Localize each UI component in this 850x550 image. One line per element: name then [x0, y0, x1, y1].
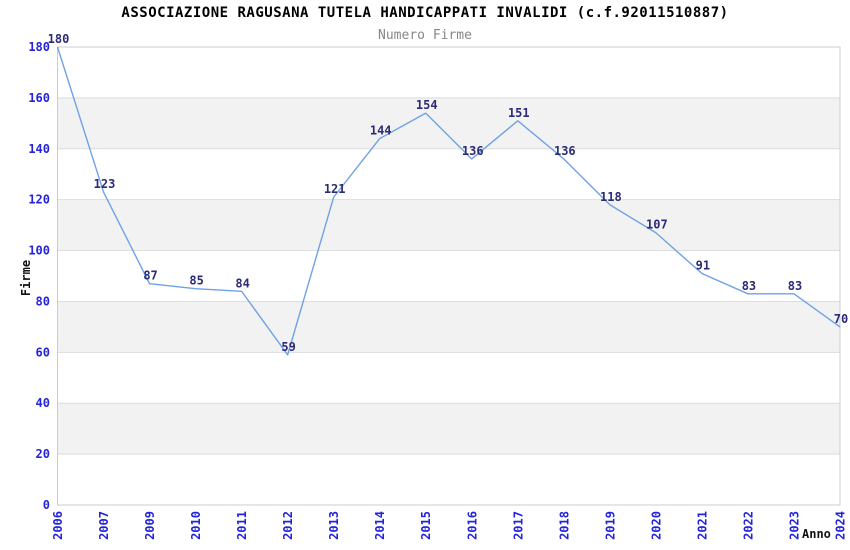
x-tick-label: 2019 [603, 511, 617, 540]
y-tick-label: 140 [28, 142, 50, 156]
x-tick-label: 2015 [419, 511, 433, 540]
x-tick-label: 2021 [695, 511, 709, 540]
data-point-label: 91 [696, 258, 710, 272]
y-axis-title: Firme [19, 259, 33, 297]
data-point-label: 83 [742, 279, 756, 293]
data-point-label: 121 [324, 182, 346, 196]
data-point-label: 70 [834, 312, 848, 326]
x-axis-title: Anno [802, 527, 831, 541]
x-tick-label: 2007 [97, 511, 111, 540]
x-tick-label: 2014 [373, 511, 387, 540]
x-tick-label: 2022 [741, 511, 755, 540]
data-point-label: 107 [646, 218, 668, 232]
x-tick-label: 2010 [189, 511, 203, 540]
y-tick-label: 20 [36, 447, 50, 461]
y-tick-label: 180 [28, 40, 50, 54]
x-tick-label: 2006 [51, 511, 65, 540]
y-tick-label: 120 [28, 193, 50, 207]
grid-band [57, 301, 840, 353]
data-point-label: 59 [281, 340, 295, 354]
data-point-label: 87 [143, 269, 157, 283]
x-tick-label: 2016 [465, 511, 479, 540]
x-tick-label: 2023 [787, 511, 801, 540]
y-tick-label: 0 [43, 498, 50, 512]
chart-subtitle: Numero Firme [378, 28, 472, 43]
y-tick-label: 100 [28, 244, 50, 258]
data-point-label: 136 [462, 144, 484, 158]
data-point-label: 85 [189, 274, 203, 288]
grid-band [57, 97, 840, 149]
data-point-label: 154 [416, 98, 438, 112]
y-tick-label: 60 [36, 345, 50, 359]
grid-band [57, 403, 840, 455]
y-tick-label: 160 [28, 91, 50, 105]
x-tick-label: 2011 [235, 511, 249, 540]
plot-border [57, 46, 841, 506]
x-tick-label: 2020 [649, 511, 663, 540]
x-tick-label: 2009 [143, 511, 157, 540]
data-point-label: 151 [508, 106, 530, 120]
x-tick-label: 2013 [327, 511, 341, 540]
grid-band [57, 199, 840, 251]
x-tick-label: 2024 [834, 511, 848, 540]
data-point-label: 83 [788, 279, 802, 293]
x-tick-label: 2017 [511, 511, 525, 540]
chart-title: ASSOCIAZIONE RAGUSANA TUTELA HANDICAPPAT… [121, 5, 729, 21]
data-point-label: 136 [554, 144, 576, 158]
data-line [56, 46, 841, 356]
data-point-label: 180 [48, 32, 70, 46]
data-point-label: 118 [600, 190, 622, 204]
x-tick-label: 2012 [281, 511, 295, 540]
y-tick-label: 80 [36, 294, 50, 308]
data-point-label: 123 [94, 177, 116, 191]
data-point-label: 84 [235, 276, 249, 290]
data-point-label: 144 [370, 124, 392, 138]
x-tick-label: 2018 [557, 511, 571, 540]
y-tick-label: 40 [36, 396, 50, 410]
